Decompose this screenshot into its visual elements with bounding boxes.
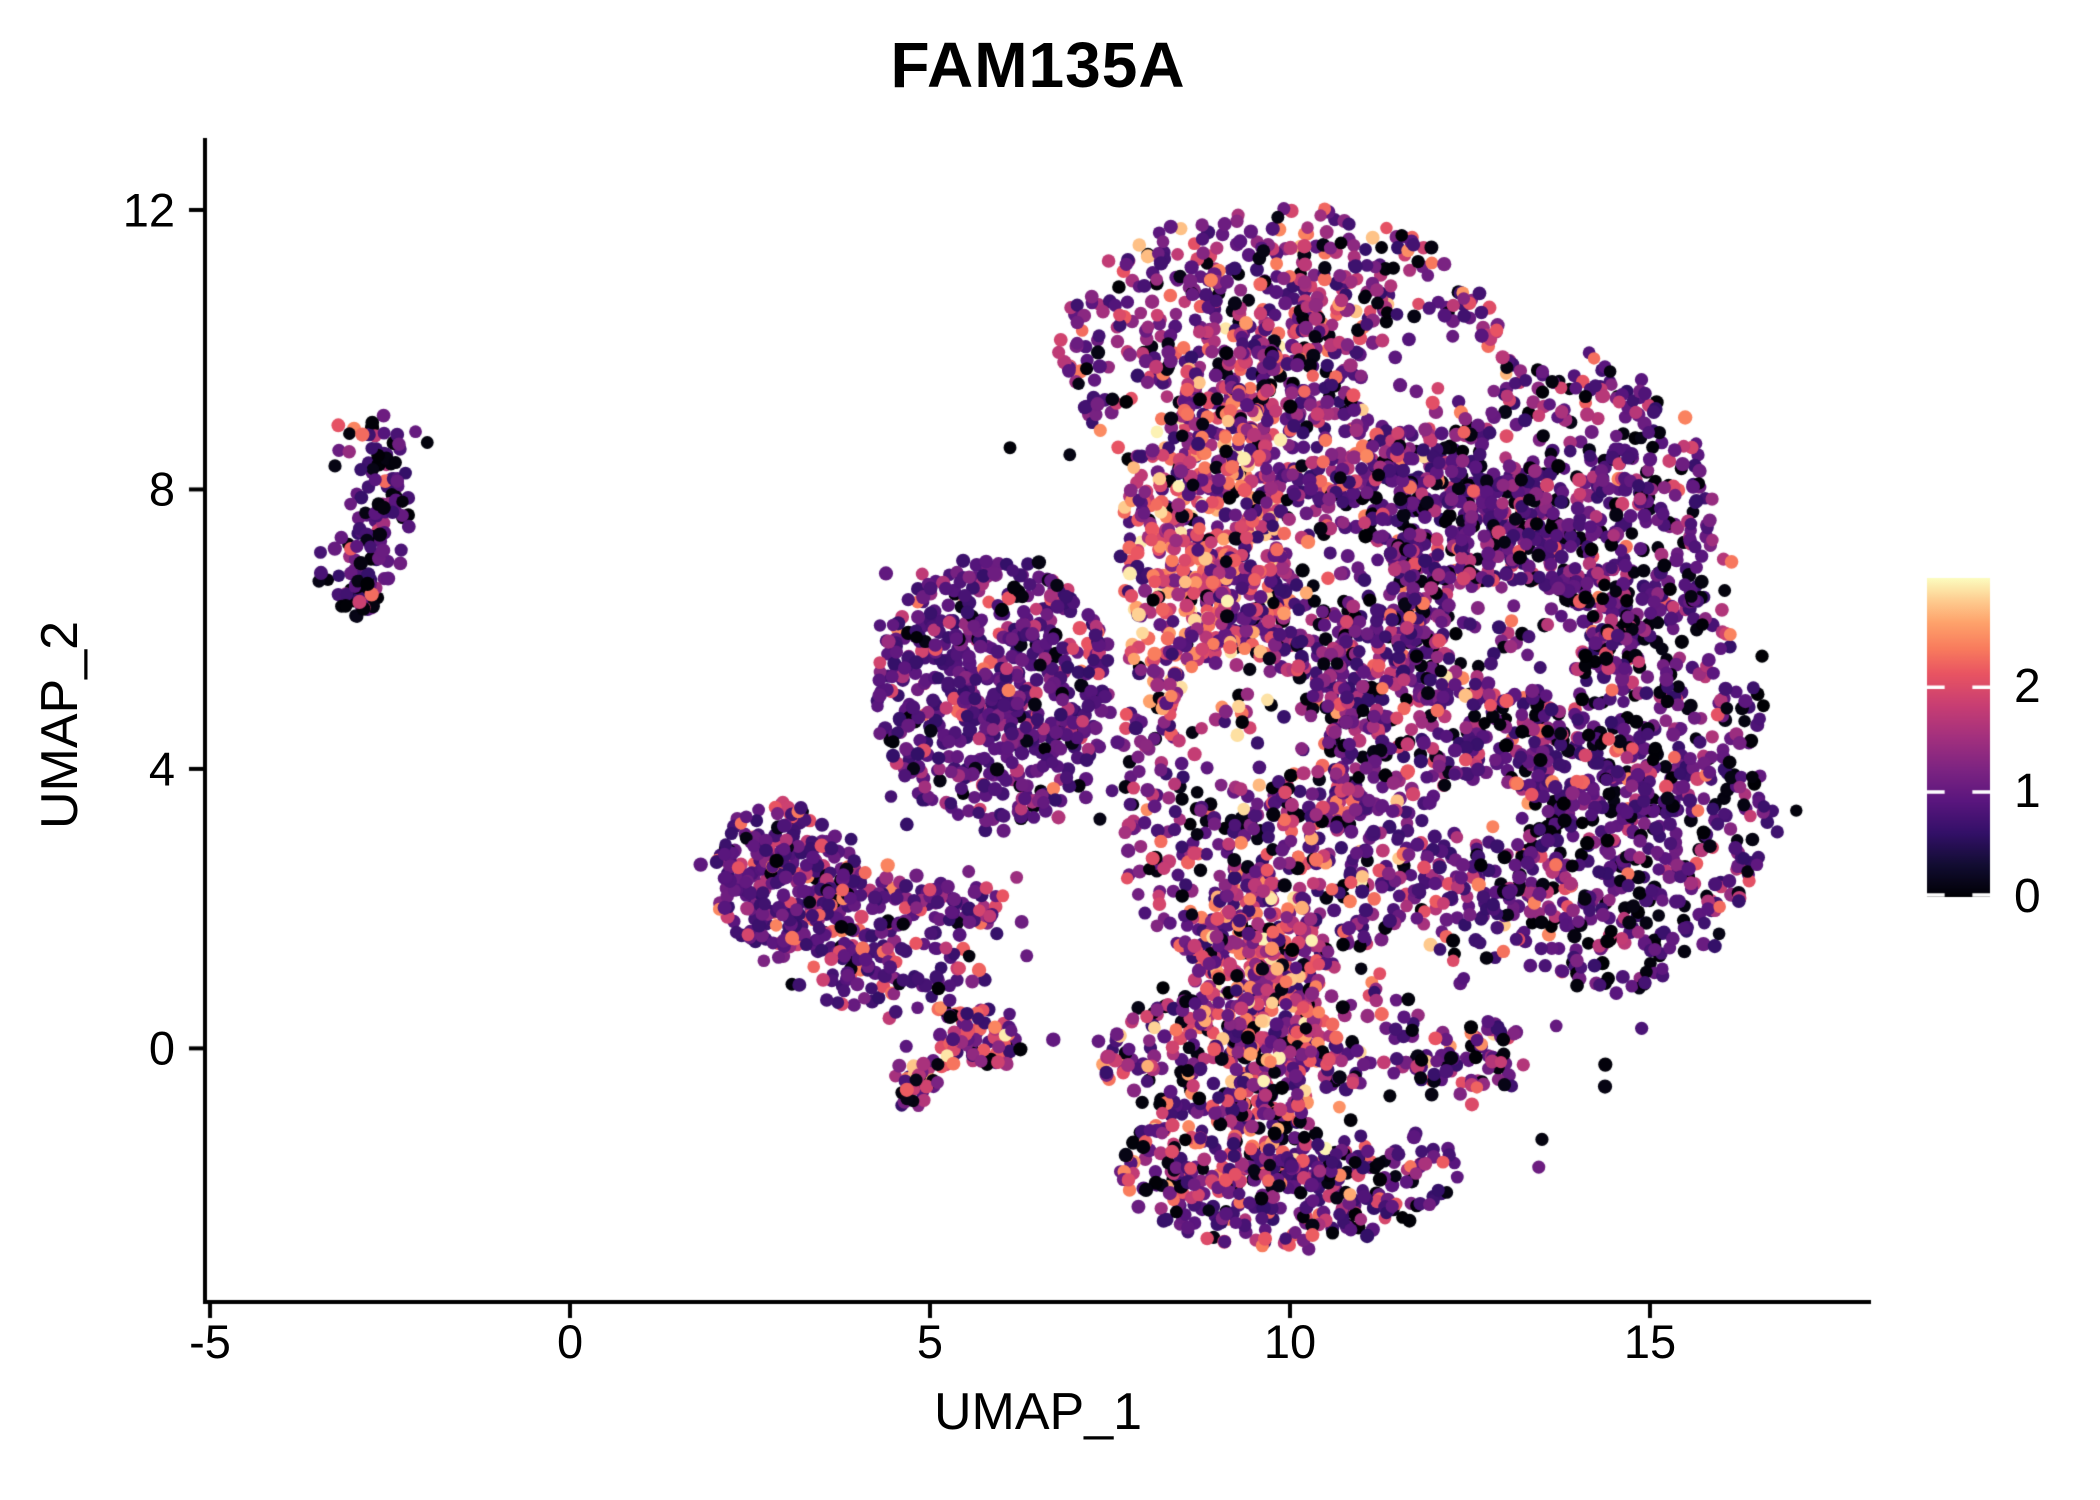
y-tick-label: 12 xyxy=(122,183,175,237)
colorbar-tick-label: 0 xyxy=(2014,870,2041,923)
y-tick-label: 0 xyxy=(148,1021,175,1075)
x-tick-label: 10 xyxy=(1263,1315,1317,1368)
plot-title: FAM135A xyxy=(890,29,1186,101)
x-tick-label: 15 xyxy=(1623,1315,1677,1368)
x-tick-label: 0 xyxy=(556,1315,584,1368)
y-tick-label: 4 xyxy=(148,742,175,796)
colorbar-tick-label: 1 xyxy=(2014,765,2041,819)
x-axis-title: UMAP_1 xyxy=(933,1383,1143,1441)
y-tick-label: 8 xyxy=(148,462,175,516)
x-tick-label: -5 xyxy=(189,1315,231,1368)
x-tick-label: 5 xyxy=(916,1315,944,1368)
colorbar-tick-label: 2 xyxy=(2014,660,2041,714)
